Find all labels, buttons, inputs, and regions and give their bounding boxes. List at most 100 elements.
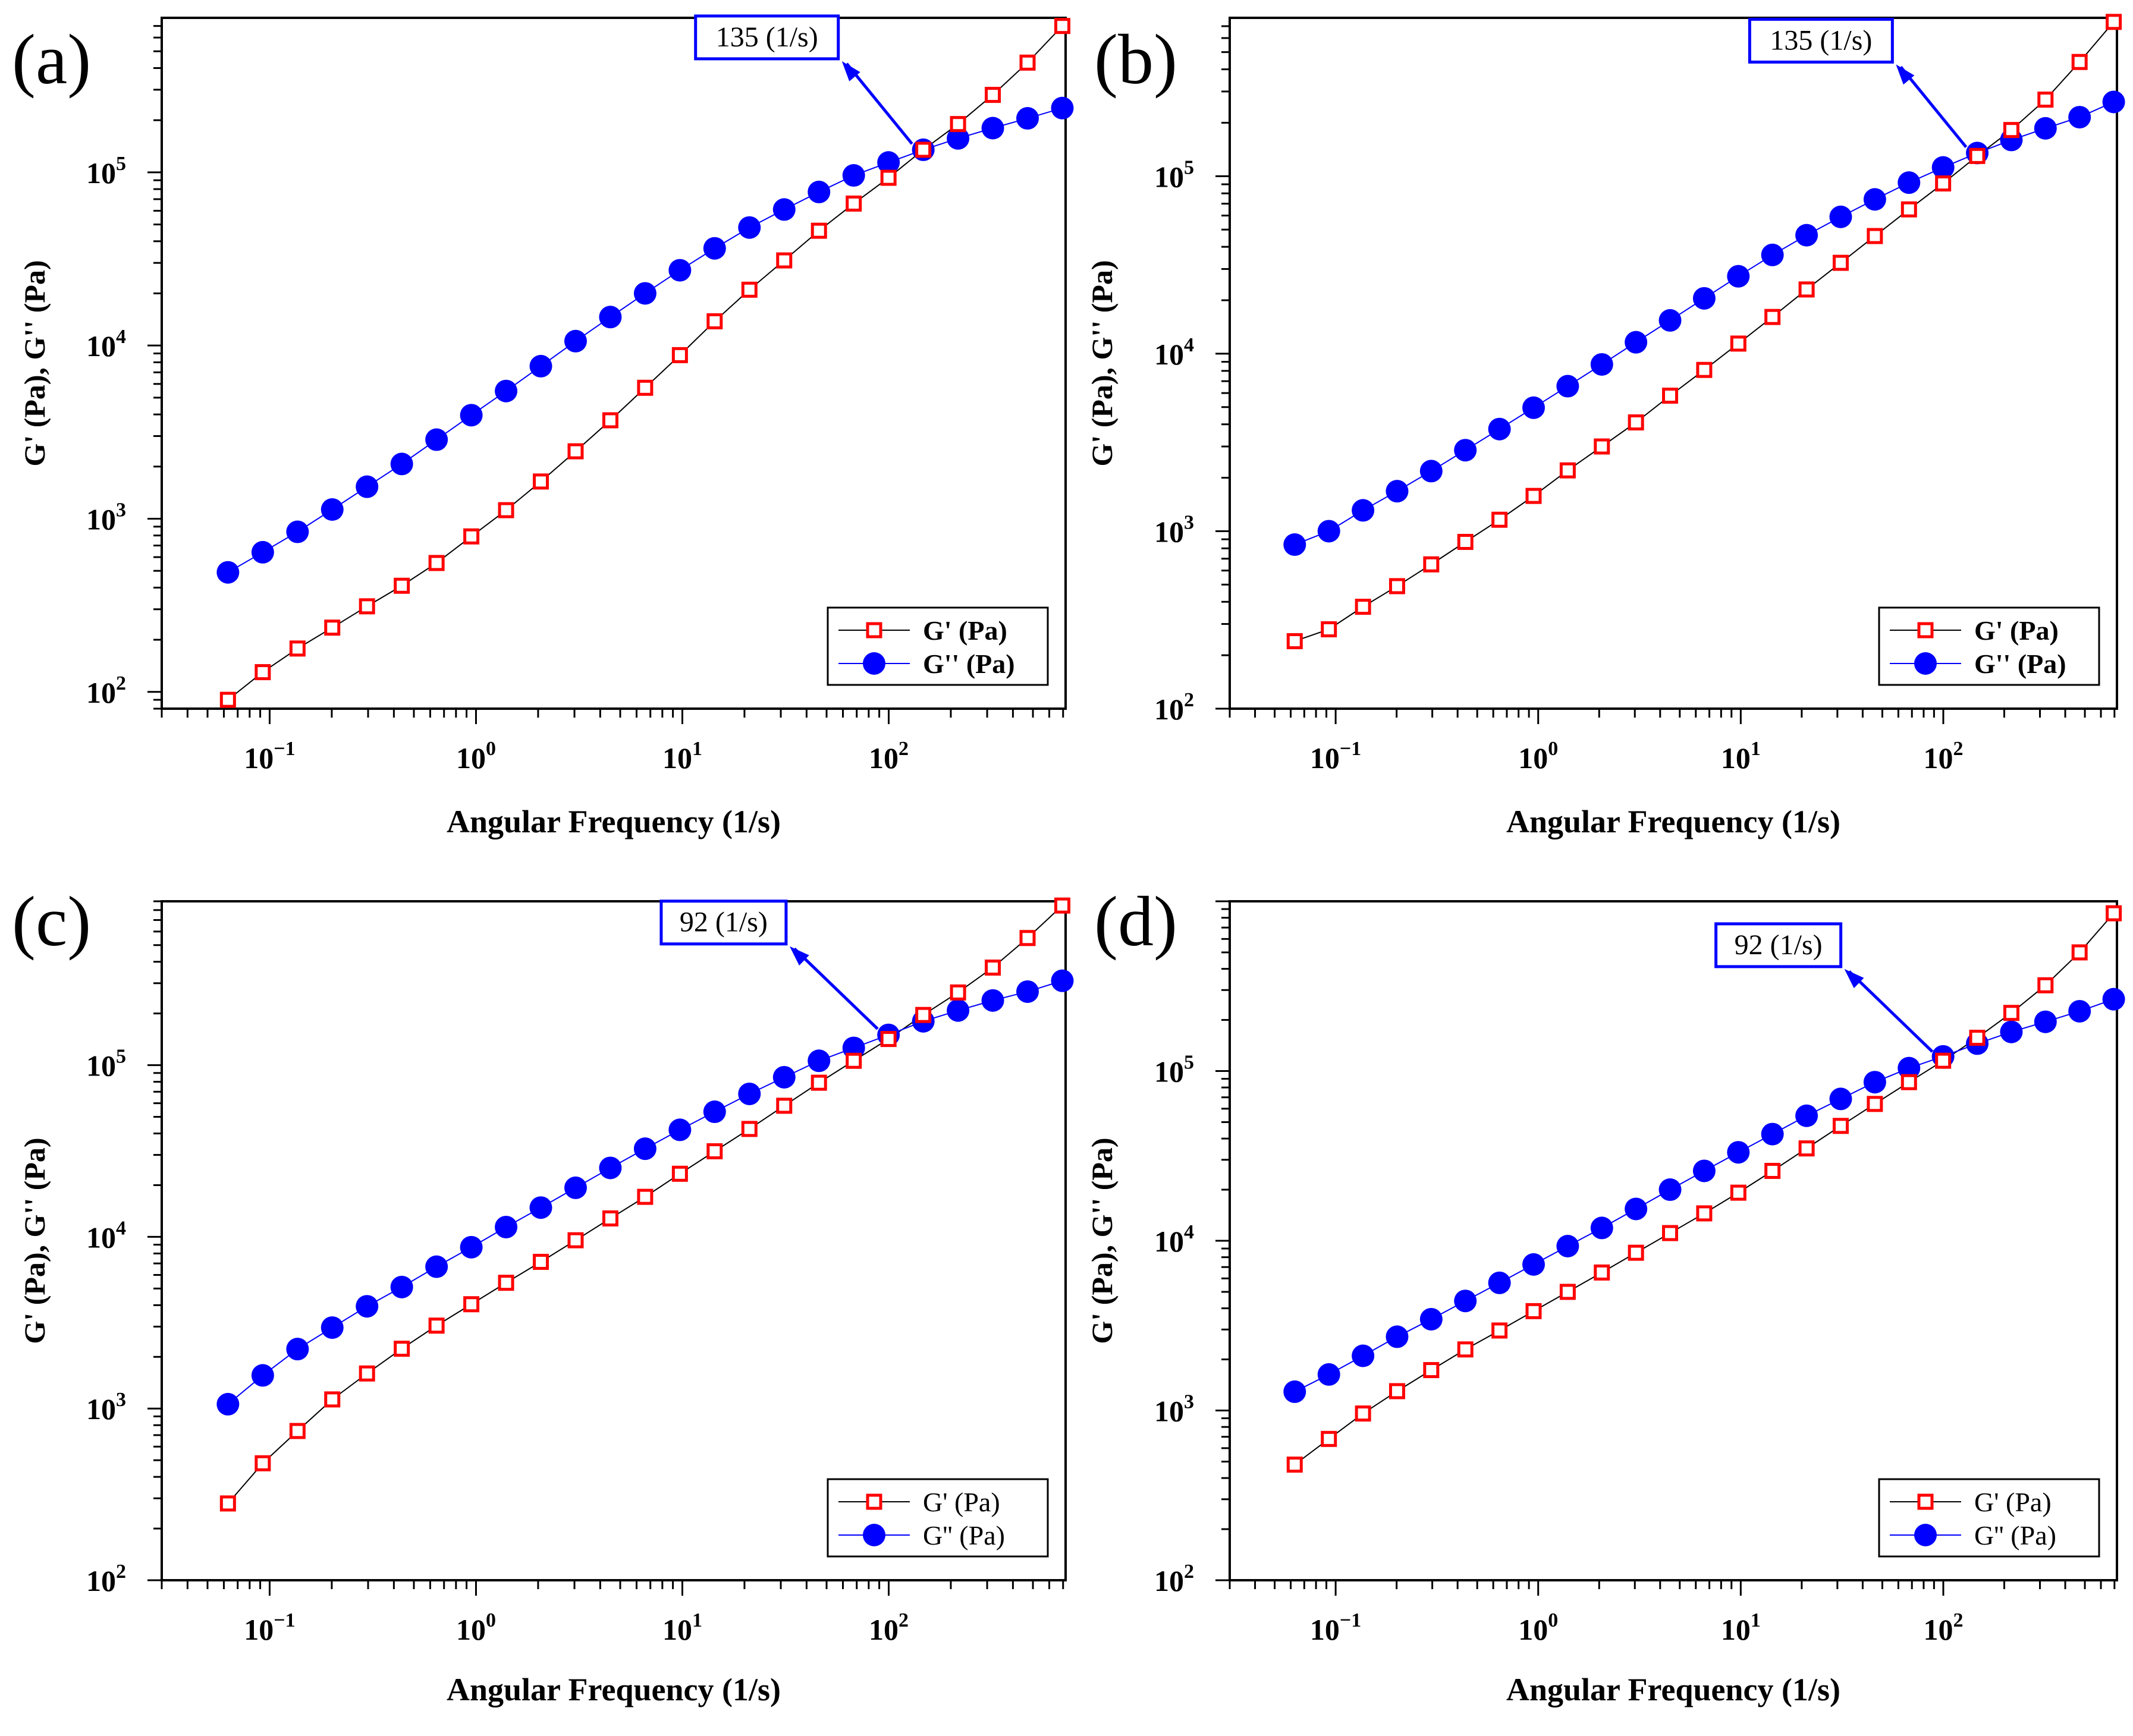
legend-marker-circle — [1914, 1524, 1937, 1546]
gprime-point — [428, 555, 445, 571]
gprime-point — [1355, 1405, 1371, 1422]
gdoubleprime-point — [1590, 353, 1613, 376]
x-ticks — [1229, 1580, 2116, 1596]
gprime-point — [1696, 361, 1713, 378]
y-ticks — [1215, 25, 1230, 710]
gprime-point — [602, 1210, 618, 1226]
legend-box — [827, 606, 1049, 686]
gprime-point — [1867, 1096, 1883, 1112]
gdoubleprime-point — [216, 561, 240, 584]
annotation-arrow — [1848, 970, 1934, 1053]
annotation-label: 92 (1/s) — [1735, 929, 1823, 961]
gdoubleprime-point — [1863, 188, 1886, 211]
gprime-point — [706, 313, 723, 329]
x-tick-label: 101 — [662, 1609, 702, 1646]
gprime-point — [255, 664, 271, 681]
x-tick-label: 100 — [1518, 738, 1558, 775]
gdoubleprime-point — [599, 1156, 622, 1180]
gprime-point — [533, 473, 549, 490]
series-markers-gprime — [1286, 905, 2122, 1473]
annotation-arrowhead — [1844, 968, 1864, 989]
gprime-point — [1900, 1074, 1917, 1090]
gdoubleprime-point — [1556, 375, 1579, 398]
x-tick-label: 10−1 — [244, 738, 295, 775]
gdoubleprime-point — [1051, 969, 1074, 992]
gprime-point — [1389, 1383, 1405, 1400]
chart-panel-b: (b) 10−1 100 101 102 102 103 104 105 Angular Freq… — [1085, 14, 2125, 839]
gprime-point — [394, 1341, 410, 1357]
gdoubleprime-point — [738, 1082, 761, 1105]
gprime-point — [985, 959, 1001, 976]
y-ticks — [147, 25, 162, 710]
gdoubleprime-point — [1692, 1159, 1716, 1183]
y-tick-label: 103 — [86, 499, 126, 536]
gdoubleprime-point — [1051, 96, 1074, 119]
gprime-point — [1525, 488, 1542, 504]
gdoubleprime-point — [1829, 1087, 1852, 1111]
gprime-point — [741, 1121, 758, 1137]
gdoubleprime-point — [1863, 1071, 1886, 1094]
gdoubleprime-point — [1658, 1178, 1682, 1202]
crossover-annotation: 92 (1/s) — [1714, 922, 1934, 1053]
gprime-point — [950, 984, 966, 1001]
legend-marker-square — [866, 622, 882, 639]
legend-label: G' (Pa) — [1974, 615, 2059, 646]
x-tick-label: 100 — [456, 1609, 496, 1646]
gdoubleprime-point — [1590, 1216, 1613, 1240]
gdoubleprime-point — [1761, 1122, 1784, 1146]
legend-label: G' (Pa) — [1974, 1487, 2052, 1517]
legend-marker-circle — [863, 1524, 885, 1546]
gprime-point — [1662, 1225, 1679, 1241]
gprime-point — [428, 1317, 445, 1334]
annotation-box — [694, 14, 840, 61]
x-tick-label: 102 — [869, 738, 909, 775]
x-tick-label: 100 — [456, 738, 496, 775]
gprime-point — [811, 222, 827, 239]
gdoubleprime-point — [1386, 1325, 1409, 1348]
plot-frame — [161, 17, 1067, 710]
gdoubleprime-point — [425, 428, 448, 451]
legend-marker-square — [1917, 622, 1934, 639]
series-line-gprime — [1294, 21, 2115, 642]
x-tick-label: 101 — [1721, 1609, 1761, 1646]
gprime-point — [1321, 621, 1337, 637]
gdoubleprime-point — [495, 1215, 518, 1238]
panel-letter: (d) — [1094, 882, 1177, 961]
gdoubleprime-point — [1016, 107, 1039, 130]
gdoubleprime-point — [633, 1137, 656, 1161]
gdoubleprime-point — [772, 1065, 796, 1089]
gdoubleprime-point — [1317, 520, 1340, 543]
gprime-point — [1355, 599, 1371, 615]
gdoubleprime-point — [947, 127, 970, 150]
gprime-point — [706, 1143, 723, 1159]
chart-panel-d: (d) 10−1 100 101 102 102 103 104 105 Angular Freq… — [1085, 882, 2125, 1707]
legend: G' (Pa)G'' (Pa) — [1878, 606, 2100, 686]
gprime-point — [1935, 1052, 1952, 1069]
gdoubleprime-point — [564, 1176, 587, 1199]
series-markers-gdoubleprime — [1283, 90, 2125, 556]
gprime-point — [2071, 54, 2088, 70]
series-markers-gdoubleprime — [216, 96, 1074, 584]
y-axis-label: G' (Pa), G'' (Pa) — [18, 1137, 51, 1344]
gdoubleprime-point — [599, 306, 622, 329]
legend-label: G' (Pa) — [923, 615, 1007, 646]
gprime-point — [2037, 977, 2054, 993]
gprime-point — [985, 87, 1001, 103]
x-ticks — [161, 709, 1064, 724]
annotation-box — [1748, 17, 1894, 64]
gprime-point — [324, 1391, 341, 1408]
gprime-point — [671, 347, 688, 363]
x-axis-label: Angular Frequency (1/s) — [447, 1672, 781, 1707]
gdoubleprime-point — [1761, 243, 1784, 266]
gdoubleprime-point — [2102, 90, 2125, 114]
y-tick-label: 105 — [1154, 1052, 1194, 1089]
gdoubleprime-point — [425, 1255, 448, 1278]
gdoubleprime-point — [703, 1100, 726, 1124]
gdoubleprime-point — [2102, 987, 2125, 1011]
gdoubleprime-point — [1625, 1197, 1648, 1221]
legend-box — [1878, 1478, 2100, 1558]
gprime-point — [1730, 1184, 1746, 1201]
annotation-arrow — [845, 62, 913, 145]
x-tick-label: 10−1 — [1310, 1609, 1361, 1646]
gprime-point — [324, 619, 341, 636]
